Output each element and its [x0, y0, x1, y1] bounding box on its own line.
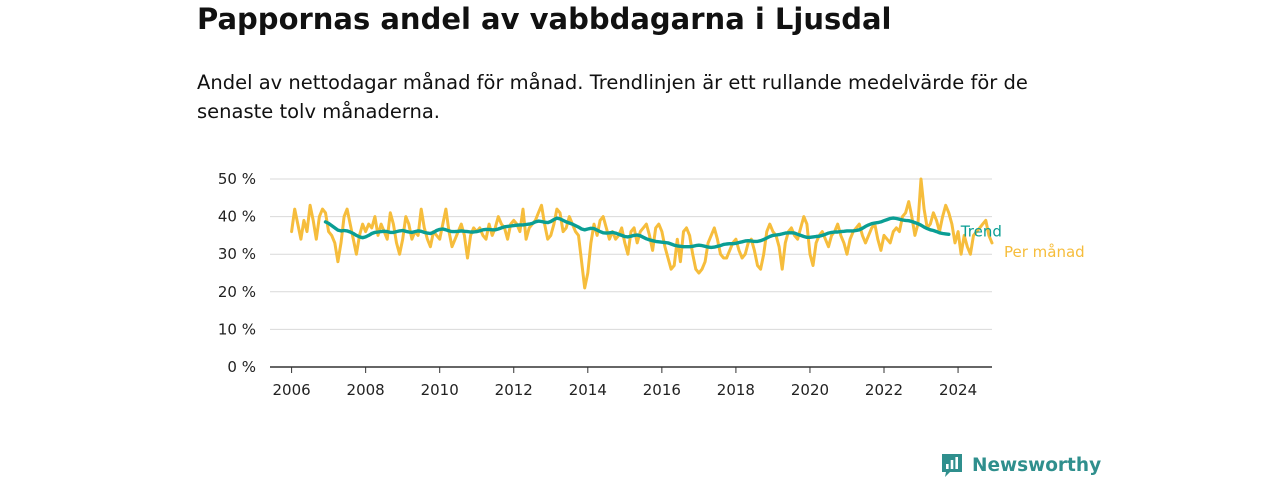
brand-logo[interactable]: Newsworthy — [940, 452, 1101, 478]
gridlines — [270, 178, 992, 368]
y-tick-label: 20 % — [218, 283, 256, 301]
y-tick-label: 40 % — [218, 208, 256, 226]
x-tick-label: 2014 — [569, 381, 607, 399]
series-line-per-manad — [290, 177, 994, 290]
x-tick-label: 2022 — [865, 381, 903, 399]
y-tick-label: 0 % — [227, 358, 256, 376]
chart-subtitle: Andel av nettodagar månad för månad. Tre… — [197, 71, 1028, 123]
x-tick-label: 2010 — [421, 381, 459, 399]
series-lines — [290, 177, 994, 290]
series-label-trend: Trend — [960, 222, 1002, 240]
newsworthy-logo-icon — [942, 454, 962, 477]
y-axis-ticks: 0 % 10 % 20 % 30 % 40 % 50 % — [218, 170, 256, 376]
x-tick-label: 2020 — [791, 381, 829, 399]
y-tick-label: 10 % — [218, 320, 256, 338]
brand-name: Newsworthy — [972, 454, 1102, 476]
x-tick-label: 2008 — [347, 381, 385, 399]
x-tick-label: 2012 — [495, 381, 533, 399]
x-tick-label: 2018 — [717, 381, 755, 399]
y-tick-label: 50 % — [218, 170, 256, 188]
x-tick-label: 2024 — [939, 381, 977, 399]
y-tick-label: 30 % — [218, 245, 256, 263]
x-axis-ticks: 2006 2008 2010 2012 2014 2016 2018 2020 2022 2024 — [273, 367, 977, 399]
chart-title: Pappornas andel av vabbdagarna i Ljusdal — [197, 2, 892, 36]
x-tick-label: 2016 — [643, 381, 681, 399]
x-tick-label: 2006 — [273, 381, 311, 399]
series-line-trend — [323, 216, 951, 250]
series-label-per-manad: Per månad — [1004, 243, 1085, 261]
